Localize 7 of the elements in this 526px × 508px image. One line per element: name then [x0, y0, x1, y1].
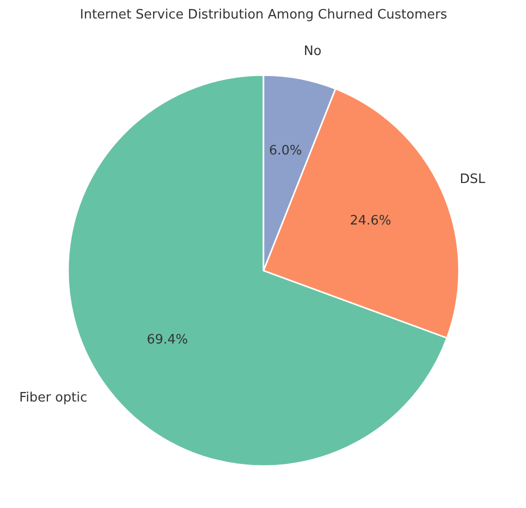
slice-label: No — [304, 44, 322, 60]
data-label: 69.4% — [146, 332, 188, 348]
slice-label: DSL — [460, 172, 486, 188]
data-label: 24.6% — [350, 213, 392, 228]
chart-title: Internet Service Distribution Among Churned Customers — [80, 8, 448, 22]
data-label: 6.0% — [268, 144, 302, 159]
slice-label: Fiber optic — [19, 390, 88, 406]
